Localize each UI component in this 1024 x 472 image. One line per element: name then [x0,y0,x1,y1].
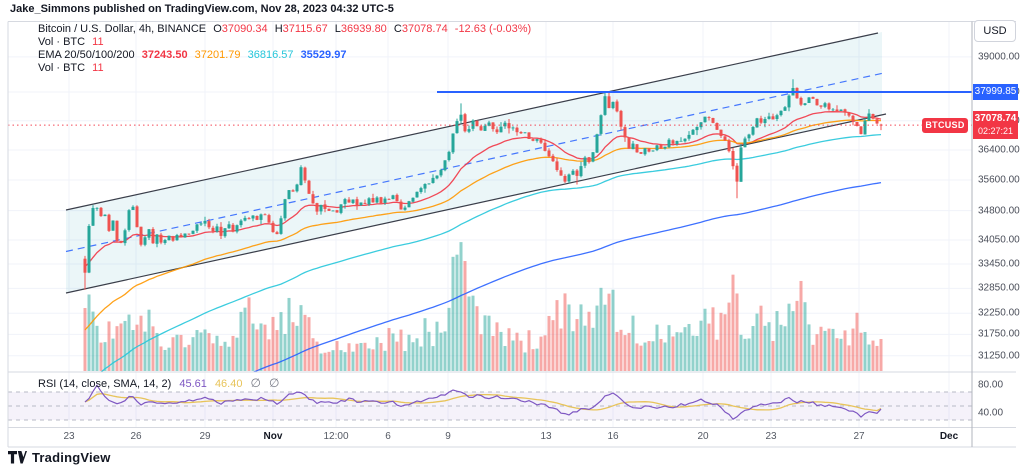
currency-usd-button[interactable]: USD [974,20,1016,42]
time-axis[interactable]: 23 26 29 Nov 12:00 6 9 13 16 20 23 27 Dec [0,428,972,447]
price-tick-label: 32250.00 [978,307,1020,319]
ticker-pill: BTCUSD [922,117,968,133]
low-key: L [334,23,341,35]
high-value: 37115.67 [282,23,328,35]
price-tick-label: 31250.00 [978,350,1020,362]
price-axis[interactable]: 39000.0038000.0037200.0036400.0035600.00… [972,0,1024,447]
rsi-tick-label: 80.00 [978,379,1004,391]
price-tick-label: 32850.00 [978,282,1020,294]
price-tick-label: 31750.00 [978,328,1020,340]
close-value: 37078.74 [401,23,448,35]
time-tick-label: Nov [263,431,283,442]
tradingview-logo-text: TradingView [32,450,111,465]
price-tick-label: 34800.00 [978,205,1020,217]
ema-legend-row: EMA 20/50/100/200 37243.50 37201.79 3681… [38,49,535,62]
open-key: O [213,23,222,35]
ema200-value: 35529.97 [300,49,347,61]
time-tick-label: 9 [445,431,451,442]
attribution-text: Jake_Simmons published on TradingView.co… [10,3,394,15]
hline-price-label: 37999.85 [973,83,1018,100]
volume-value-2: 11 [92,62,104,74]
high-key: H [274,23,283,35]
time-tick-label: 23 [765,431,777,442]
price-tick-label: 33450.00 [978,258,1020,270]
open-value: 37090.34 [221,23,268,35]
volume-value: 11 [92,36,104,48]
tradingview-logo[interactable]: TradingView [8,450,111,465]
countdown-timer: 02:27:21 [977,126,1014,137]
ema20-value: 37243.50 [141,49,188,61]
price-tick-label: 35600.00 [978,174,1020,186]
rsi-label: RSI (14, close, SMA, 14, 2) [38,378,172,390]
time-tick-label: 26 [130,431,142,442]
time-tick-label: 16 [607,431,619,442]
low-value: 36939.80 [340,23,387,35]
symbol-title: Bitcoin / U.S. Dollar, 4h, BINANCE [38,23,207,35]
rsi-tick-label: 40.00 [978,407,1004,419]
close-key: C [393,23,402,35]
rsi-legend: RSI (14, close, SMA, 14, 2) 45.61 46.40 … [38,376,285,390]
volume-label-2: Vol · BTC [38,62,86,74]
chart-legend: Bitcoin / U.S. Dollar, 4h, BINANCE O3709… [38,23,535,75]
time-tick-label: 13 [540,431,552,442]
ema50-value: 37201.79 [194,49,241,61]
symbol-legend-row: Bitcoin / U.S. Dollar, 4h, BINANCE O3709… [38,23,535,36]
rsi-pane [8,384,972,421]
rsi-null-icon: ∅ [269,376,280,390]
time-tick-label: 29 [199,431,211,442]
time-tick-label: 23 [63,431,75,442]
rsi-value: 45.61 [179,378,207,390]
price-tick-label: 36400.00 [978,144,1020,156]
volume-layer [83,242,883,371]
candles-layer [83,79,883,290]
time-tick-label: Dec [939,431,959,442]
change-value: -12.63 (-0.03%) [454,23,532,35]
last-price-label: 37078.74 02:27:21 [973,111,1018,140]
tradingview-logo-icon [8,451,27,464]
time-tick-label: 27 [853,431,865,442]
ema100-value: 36816.57 [247,49,294,61]
rsi-sma-value: 46.40 [214,378,243,390]
volume-legend-row: Vol · BTC 11 [38,36,535,49]
rsi-null-icon: ∅ [250,376,261,390]
time-tick-label: 6 [385,431,391,442]
time-tick-label: 12:00 [323,431,349,442]
time-tick-label: 20 [697,431,709,442]
price-tick-label: 34050.00 [978,234,1020,246]
last-price-value: 37078.74 [974,113,1017,125]
volume-legend-row-2: Vol · BTC 11 [38,62,535,75]
volume-label: Vol · BTC [38,36,86,48]
price-tick-label: 39000.00 [978,51,1020,63]
ema-label: EMA 20/50/100/200 [38,49,135,61]
